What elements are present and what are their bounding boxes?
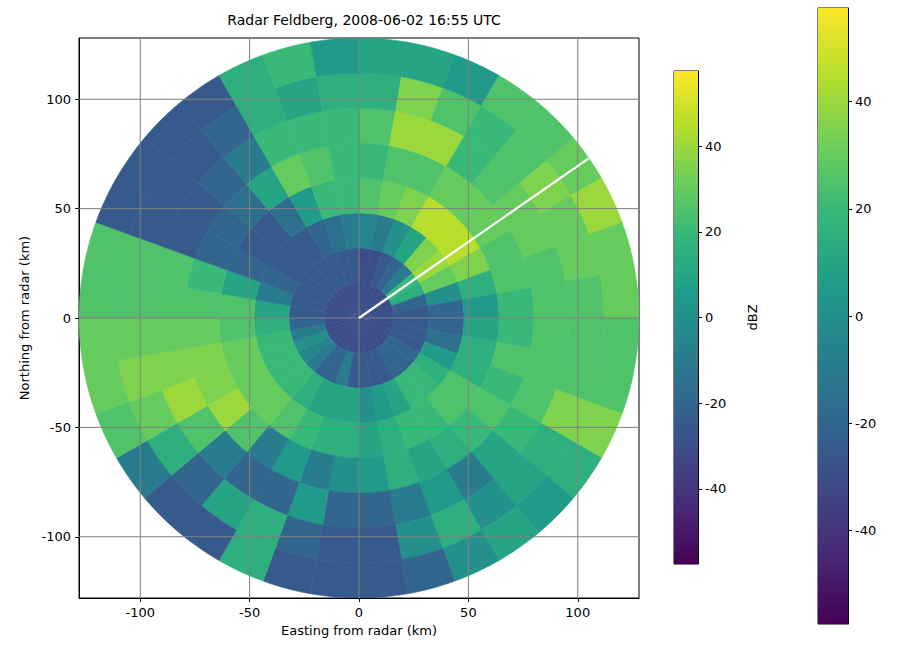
svg-text:-40: -40 — [855, 523, 876, 538]
svg-text:50: 50 — [54, 201, 71, 216]
svg-text:50: 50 — [460, 605, 477, 620]
svg-text:-20: -20 — [855, 416, 876, 431]
svg-text:Northing from radar (km): Northing from radar (km) — [17, 236, 32, 400]
svg-text:-50: -50 — [50, 420, 71, 435]
svg-text:0: 0 — [355, 605, 363, 620]
svg-text:40: 40 — [855, 94, 872, 109]
svg-text:100: 100 — [46, 92, 71, 107]
svg-text:0: 0 — [855, 309, 863, 324]
svg-text:Radar Feldberg, 2008-06-02 16:: Radar Feldberg, 2008-06-02 16:55 UTC — [227, 12, 501, 28]
svg-text:40: 40 — [705, 139, 722, 154]
svg-text:-40: -40 — [705, 481, 726, 496]
svg-text:dBZ: dBZ — [745, 304, 760, 330]
svg-text:100: 100 — [565, 605, 590, 620]
svg-text:-20: -20 — [705, 396, 726, 411]
svg-text:Easting from radar (km): Easting from radar (km) — [281, 623, 437, 638]
svg-text:-100: -100 — [41, 529, 71, 544]
svg-text:0: 0 — [63, 311, 71, 326]
svg-text:20: 20 — [705, 224, 722, 239]
svg-text:-100: -100 — [125, 605, 155, 620]
svg-text:0: 0 — [705, 310, 713, 325]
svg-text:-50: -50 — [239, 605, 260, 620]
svg-text:20: 20 — [855, 201, 872, 216]
